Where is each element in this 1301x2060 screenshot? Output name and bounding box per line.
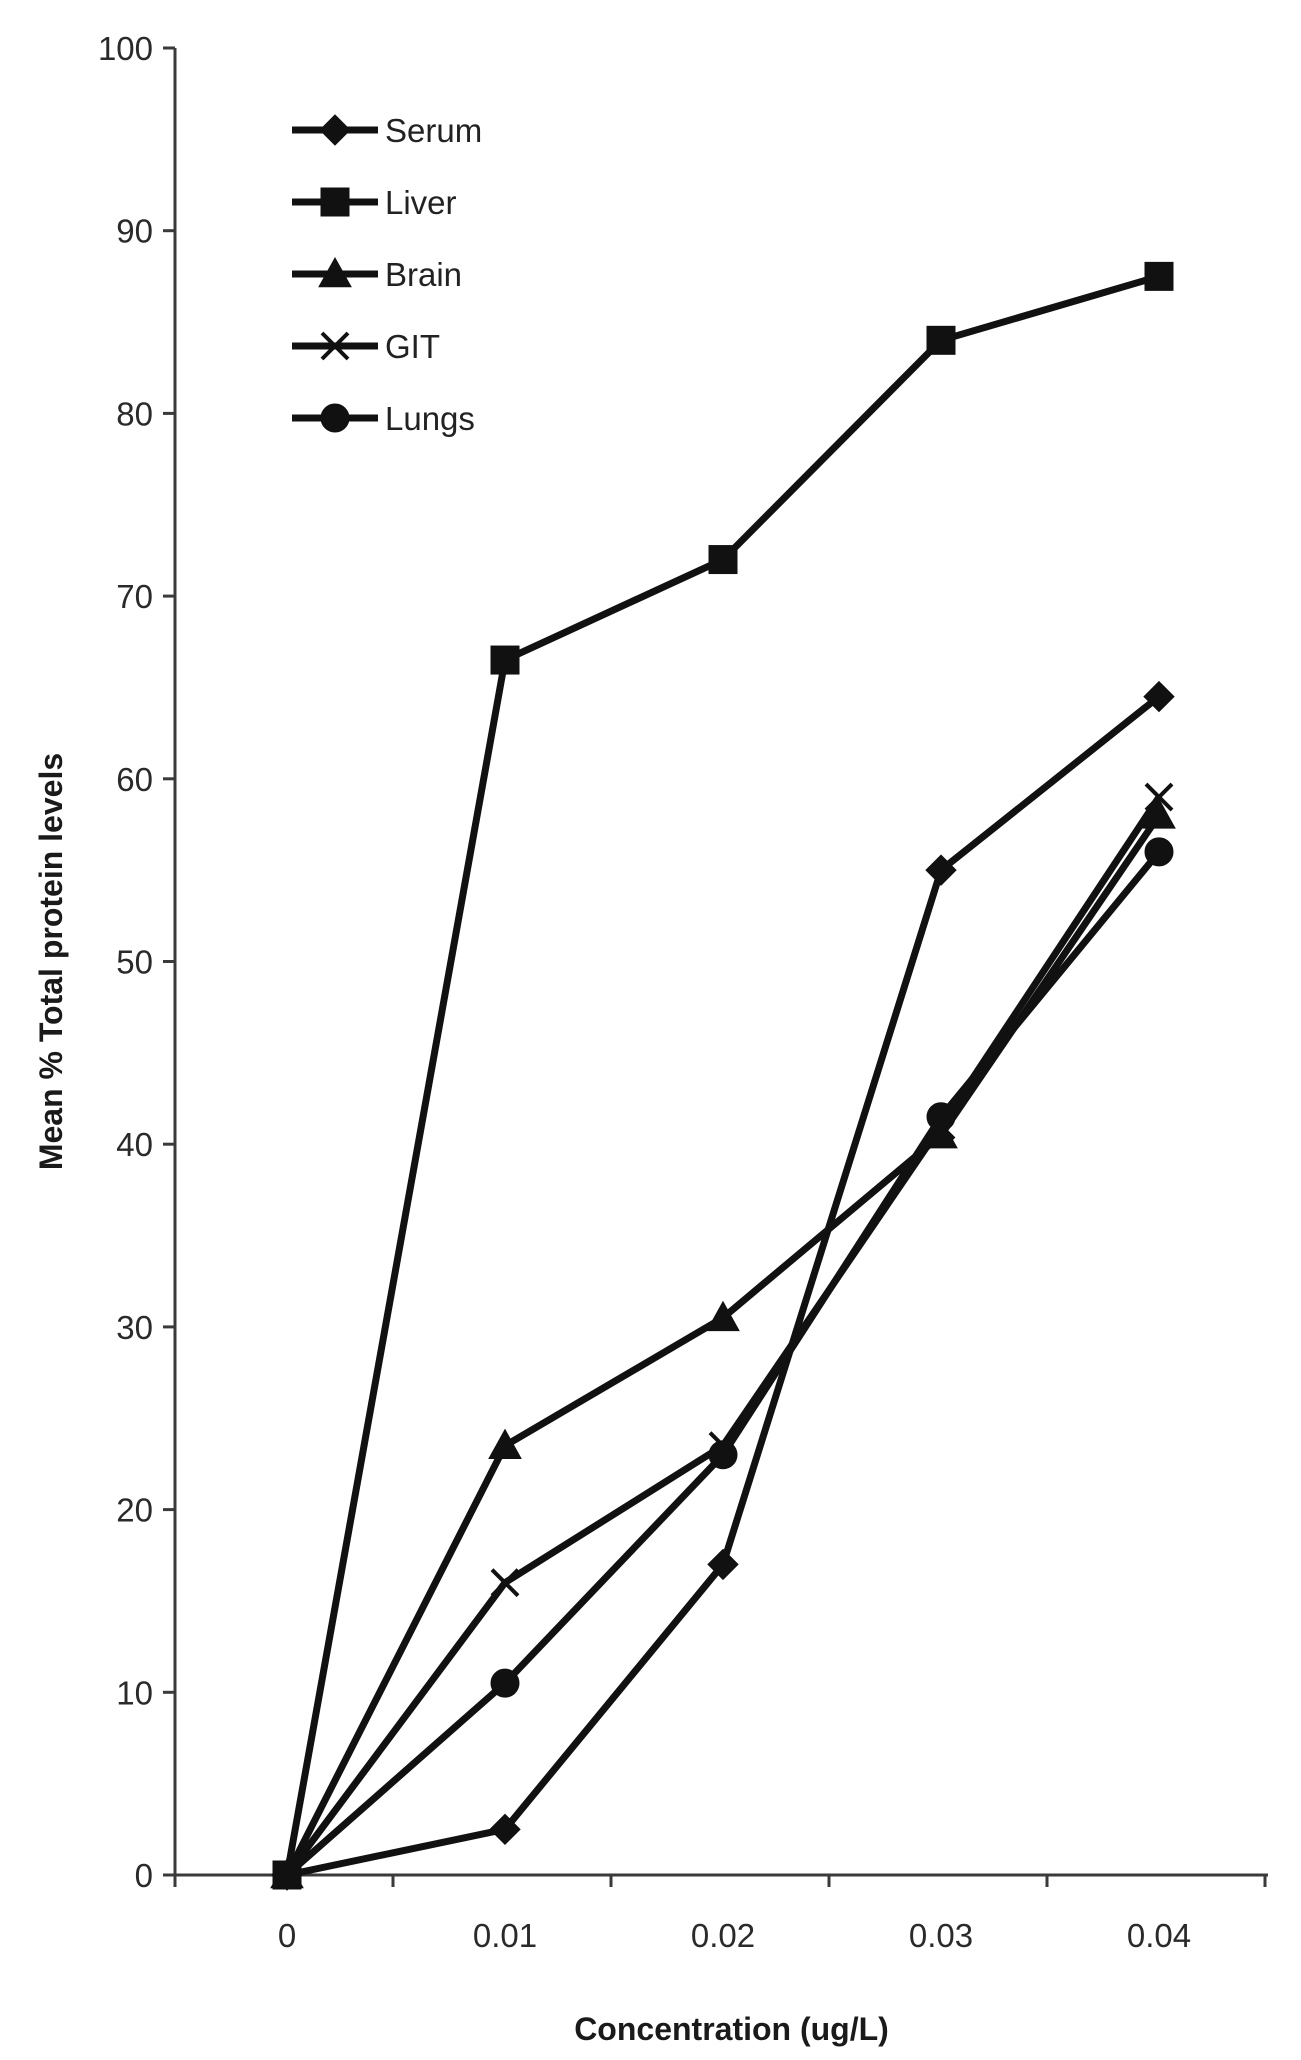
legend-marker (320, 331, 350, 361)
series-liver (272, 261, 1174, 1890)
data-point (490, 645, 520, 675)
y-tick-label: 90 (116, 213, 153, 250)
data-point (925, 854, 957, 886)
data-point (488, 1428, 522, 1459)
series-git (272, 782, 1174, 1890)
data-point (706, 1300, 740, 1332)
series-layer (270, 261, 1176, 1891)
y-tick-label: 70 (116, 578, 153, 615)
x-tick-label: 0.02 (691, 1917, 755, 1954)
legend-label: Liver (385, 184, 457, 221)
legend-marker (318, 256, 352, 288)
legend-marker (320, 403, 350, 433)
x-tick-label: 0.04 (1127, 1917, 1191, 1954)
data-point (708, 1440, 738, 1470)
y-tick-label: 50 (116, 944, 153, 981)
series-line (284, 795, 1162, 1878)
legend-item-liver: Liver (292, 184, 457, 221)
data-point (1143, 680, 1175, 713)
data-point (489, 1813, 521, 1846)
legend-item-git: GIT (292, 328, 440, 365)
series-line (284, 849, 1162, 1878)
y-tick-label: 60 (116, 761, 153, 798)
data-point (490, 1668, 520, 1698)
y-tick-label: 20 (116, 1492, 153, 1529)
data-point (1144, 837, 1174, 867)
y-axis-title: Mean % Total protein levels (33, 753, 69, 1170)
y-tick-label: 100 (98, 30, 153, 67)
x-axis-title: Concentration (ug/L) (574, 2011, 889, 2047)
x-tick-label: 0.01 (473, 1917, 537, 1954)
legend: Serum Liver Brain GIT Lungs (292, 112, 482, 437)
data-point (1144, 261, 1174, 291)
series-brain (270, 798, 1176, 1889)
legend-item-brain: Brain (292, 256, 462, 293)
y-tick-label: 0 (135, 1857, 153, 1894)
legend-item-serum: Serum (292, 112, 482, 149)
series-line (283, 813, 1162, 1877)
legend-label: Serum (385, 112, 482, 149)
data-point (926, 325, 956, 355)
legend-label: Brain (385, 256, 462, 293)
y-ticks: 0 10 20 30 40 50 60 70 80 90 100 (98, 30, 175, 1894)
series-lungs (272, 837, 1174, 1890)
y-tick-label: 10 (116, 1674, 153, 1711)
legend-item-lungs: Lungs (292, 400, 475, 437)
y-tick-label: 30 (116, 1309, 153, 1346)
legend-label: Lungs (385, 400, 475, 437)
data-point (272, 1860, 302, 1890)
y-tick-label: 80 (116, 395, 153, 432)
legend-marker (319, 114, 351, 146)
x-tick-label: 0 (278, 1917, 296, 1954)
series-line (283, 273, 1160, 1876)
data-point (707, 1548, 739, 1581)
legend-label: GIT (385, 328, 440, 365)
x-tick-label: 0.03 (909, 1917, 973, 1954)
y-tick-label: 40 (116, 1126, 153, 1163)
data-point (708, 545, 738, 575)
x-ticks: 0 0.01 0.02 0.03 0.04 (173, 1875, 1267, 1954)
legend-marker (320, 187, 350, 217)
data-point (926, 1102, 956, 1132)
data-point (490, 1568, 520, 1598)
data-point (1144, 782, 1174, 812)
